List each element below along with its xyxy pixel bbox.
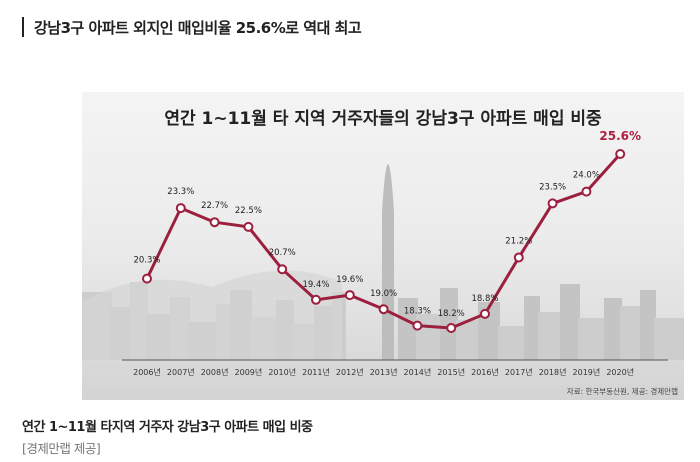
x-tick-label: 2020년 <box>606 367 634 377</box>
x-tick-label: 2012년 <box>336 367 364 377</box>
x-tick-label: 2019년 <box>573 367 601 377</box>
data-label: 19.4% <box>302 280 329 290</box>
x-axis-ticks: 2006년 2007년 2008년 2009년 2010년 2011년 2012년 2013년… <box>133 367 634 377</box>
data-labels-group: 20.3% 23.3% 22.7% 22.5% 20.7% 19.4% 19.6% 19.0%… <box>133 129 641 319</box>
data-point <box>412 320 423 331</box>
data-point <box>175 203 186 214</box>
x-tick-label: 2017년 <box>505 367 533 377</box>
data-point <box>142 273 152 284</box>
data-point <box>480 308 490 319</box>
data-label: 22.5% <box>235 206 262 216</box>
data-point <box>209 217 220 228</box>
x-tick-label: 2013년 <box>370 367 398 377</box>
city-skyline-illustration <box>82 164 684 360</box>
x-tick-label: 2007년 <box>167 367 195 377</box>
headline-text: 강남3구 아파트 외지인 매입비율 25.6%로 역대 최고 <box>34 18 362 37</box>
data-point <box>243 221 254 232</box>
x-tick-label: 2014년 <box>404 367 432 377</box>
data-label: 18.8% <box>471 294 498 304</box>
skyline-building <box>398 298 418 360</box>
headline-marker <box>22 17 24 37</box>
chart-source: 자료: 한국부동산원, 제공: 경제만랩 <box>567 386 678 396</box>
data-label: 20.7% <box>269 248 296 258</box>
data-label: 21.2% <box>505 236 532 246</box>
data-point <box>446 323 457 333</box>
x-tick-label: 2018년 <box>539 367 567 377</box>
skyline-building <box>654 318 684 360</box>
photo-credit: [경제만랩 제공] <box>22 441 101 456</box>
skyline-building <box>524 296 540 360</box>
x-tick-label: 2008년 <box>201 367 229 377</box>
data-point <box>581 186 592 197</box>
data-label: 22.7% <box>201 201 228 211</box>
data-label: 24.0% <box>573 171 600 181</box>
x-tick-label: 2009년 <box>235 367 263 377</box>
data-point <box>344 290 355 301</box>
skyline-building <box>604 298 622 360</box>
data-label: 19.6% <box>336 275 363 285</box>
skyline-building <box>560 284 580 360</box>
data-point <box>547 198 558 209</box>
x-tick-label: 2006년 <box>133 367 161 377</box>
data-point <box>615 149 626 159</box>
series-line-group <box>142 149 626 333</box>
skyline-building <box>538 312 562 360</box>
figure-caption: 연간 1~11월 타지역 거주자 강남3구 아파트 매입 비중 <box>22 420 313 435</box>
data-point <box>378 304 389 315</box>
x-tick-label: 2015년 <box>437 367 465 377</box>
data-point <box>277 264 288 275</box>
skyline-building <box>456 320 480 360</box>
data-label: 19.0% <box>370 289 397 299</box>
x-tick-label: 2016년 <box>471 367 499 377</box>
chart-svg: 연간 1~11월 타 지역 거주자들의 강남3구 아파트 매입 비중 2006년… <box>82 109 684 396</box>
skyline-building <box>640 290 656 360</box>
x-tick-label: 2011년 <box>302 367 330 377</box>
skyline-building <box>416 314 442 360</box>
data-label: 23.3% <box>167 187 194 197</box>
data-point <box>513 252 524 263</box>
skyline-hill <box>82 270 342 360</box>
data-label: 18.3% <box>404 307 431 317</box>
x-tick-label: 2010년 <box>268 367 296 377</box>
skyline-building <box>578 318 606 360</box>
data-point <box>311 294 321 305</box>
skyline-building <box>498 326 526 360</box>
chart-figure: 연간 1~11월 타 지역 거주자들의 강남3구 아파트 매입 비중 2006년… <box>82 92 684 400</box>
data-label: 20.3% <box>133 256 160 266</box>
headline: 강남3구 아파트 외지인 매입비율 25.6%로 역대 최고 <box>22 16 362 38</box>
chart-title: 연간 1~11월 타 지역 거주자들의 강남3구 아파트 매입 비중 <box>164 109 602 129</box>
skyline-tower <box>382 164 394 360</box>
data-label: 25.6% <box>599 129 641 143</box>
skyline-building <box>620 306 642 360</box>
data-label: 18.2% <box>438 309 465 319</box>
data-label: 23.5% <box>539 182 566 192</box>
